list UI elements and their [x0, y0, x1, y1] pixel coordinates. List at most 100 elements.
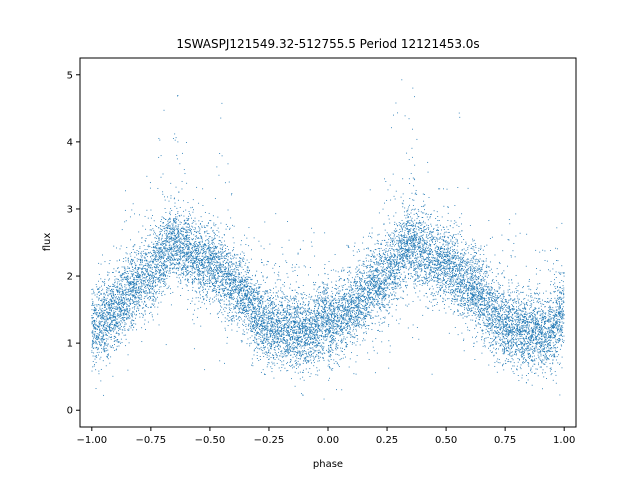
- scatter-point: [350, 300, 352, 302]
- scatter-point: [208, 236, 210, 238]
- scatter-point: [484, 305, 485, 307]
- scatter-point: [498, 348, 500, 350]
- scatter-point: [216, 166, 218, 168]
- scatter-point: [536, 298, 538, 299]
- scatter-point: [256, 287, 258, 289]
- scatter-point: [455, 261, 457, 263]
- scatter-point: [557, 332, 559, 334]
- scatter-point: [206, 299, 207, 301]
- scatter-point: [172, 258, 174, 260]
- scatter-point: [358, 307, 360, 309]
- scatter-point: [373, 257, 375, 259]
- scatter-point: [437, 302, 438, 303]
- scatter-point: [181, 152, 183, 154]
- scatter-point: [112, 292, 114, 294]
- scatter-point: [509, 306, 511, 308]
- scatter-point: [286, 273, 288, 275]
- scatter-point: [96, 318, 97, 320]
- scatter-point: [501, 314, 502, 316]
- scatter-point: [549, 348, 551, 350]
- scatter-point: [447, 267, 449, 269]
- scatter-point: [205, 294, 207, 296]
- scatter-point: [562, 313, 564, 315]
- scatter-point: [444, 249, 446, 251]
- scatter-point: [231, 320, 233, 322]
- scatter-point: [449, 268, 451, 270]
- scatter-point: [220, 299, 222, 301]
- scatter-point: [530, 370, 532, 372]
- scatter-point: [515, 213, 517, 215]
- scatter-point: [242, 323, 243, 325]
- scatter-point: [150, 285, 151, 287]
- scatter-point: [172, 223, 174, 225]
- scatter-point: [360, 324, 362, 326]
- scatter-point: [360, 284, 362, 286]
- scatter-point: [239, 290, 241, 292]
- scatter-point: [274, 264, 276, 266]
- scatter-point: [357, 335, 358, 336]
- scatter-point: [116, 321, 118, 323]
- scatter-point: [355, 292, 357, 294]
- scatter-point: [398, 284, 400, 285]
- scatter-point: [152, 276, 154, 278]
- scatter-point: [330, 305, 332, 307]
- scatter-point: [415, 254, 416, 256]
- scatter-point: [491, 309, 492, 311]
- scatter-point: [145, 287, 147, 289]
- scatter-point: [553, 325, 555, 326]
- scatter-point: [526, 302, 527, 304]
- scatter-point: [390, 234, 392, 236]
- scatter-point: [239, 311, 241, 313]
- scatter-point: [208, 276, 210, 278]
- scatter-point: [498, 292, 500, 294]
- scatter-point: [123, 268, 125, 270]
- scatter-point: [191, 229, 192, 230]
- scatter-point: [345, 330, 347, 331]
- scatter-point: [519, 333, 521, 335]
- scatter-point: [413, 185, 415, 187]
- scatter-point: [359, 282, 361, 284]
- scatter-point: [496, 371, 498, 373]
- scatter-point: [381, 300, 383, 302]
- scatter-point: [256, 322, 258, 324]
- scatter-point: [285, 345, 287, 346]
- scatter-point: [266, 366, 268, 368]
- scatter-point: [340, 278, 342, 280]
- scatter-point: [118, 341, 119, 343]
- scatter-point: [92, 345, 94, 347]
- scatter-point: [183, 253, 185, 255]
- scatter-point: [347, 323, 349, 325]
- scatter-point: [276, 319, 277, 321]
- scatter-point: [209, 272, 211, 274]
- scatter-point: [130, 282, 132, 284]
- scatter-point: [137, 281, 138, 283]
- scatter-point: [147, 321, 149, 323]
- scatter-point: [347, 309, 348, 311]
- scatter-point: [212, 243, 213, 245]
- scatter-point: [161, 229, 162, 231]
- scatter-point: [508, 317, 510, 319]
- scatter-point: [234, 290, 236, 291]
- scatter-point: [511, 317, 513, 319]
- scatter-point: [505, 343, 507, 345]
- scatter-point: [119, 302, 121, 304]
- scatter-point: [496, 302, 498, 304]
- scatter-point: [461, 305, 463, 307]
- scatter-point: [238, 272, 240, 273]
- scatter-point: [281, 364, 283, 366]
- scatter-point: [413, 236, 415, 238]
- scatter-point: [331, 338, 332, 340]
- scatter-point: [433, 263, 435, 265]
- scatter-point: [370, 317, 372, 319]
- scatter-point: [439, 289, 441, 291]
- scatter-point: [128, 342, 130, 344]
- scatter-point: [299, 331, 301, 333]
- scatter-point: [465, 241, 467, 243]
- scatter-point: [199, 243, 201, 245]
- scatter-point: [387, 251, 389, 252]
- scatter-point: [125, 298, 127, 300]
- scatter-point: [273, 314, 275, 316]
- scatter-point: [421, 284, 423, 286]
- scatter-point: [189, 230, 191, 231]
- scatter-point: [537, 351, 539, 353]
